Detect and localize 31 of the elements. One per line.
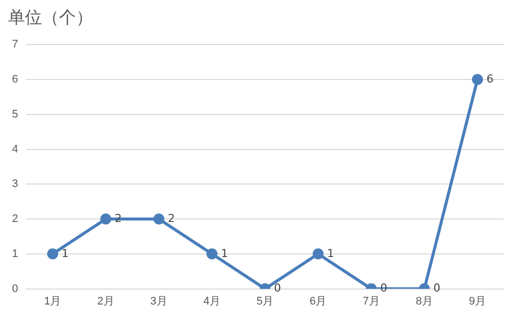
y-tick-label: 3 <box>12 178 18 190</box>
y-tick-label: 6 <box>12 74 18 86</box>
point <box>100 214 112 225</box>
point <box>312 248 324 260</box>
y-tick-label: 4 <box>12 143 18 156</box>
data-label: 1 <box>62 246 69 260</box>
y-tick-label: 7 <box>12 38 18 51</box>
x-tick-label: 4月 <box>203 295 221 308</box>
x-tick-label: 9月 <box>468 295 486 308</box>
data-label: 6 <box>486 72 494 86</box>
x-tick-label: 7月 <box>362 295 380 308</box>
x-tick-label: 8月 <box>416 295 433 308</box>
point <box>47 248 58 260</box>
point <box>206 248 218 260</box>
data-label: 1 <box>327 246 334 260</box>
x-tick-label: 6月 <box>310 295 327 308</box>
y-tick-label: 5 <box>12 108 18 120</box>
x-tick-label: 3月 <box>150 295 168 308</box>
point <box>472 74 483 85</box>
y-tick-label: 2 <box>12 213 18 226</box>
data-label: 0 <box>274 282 282 295</box>
chart-title: 单位（个） <box>8 7 93 29</box>
y-tick-label: 1 <box>12 248 18 260</box>
data-label: 2 <box>168 212 175 225</box>
y-tick-label: 0 <box>12 282 18 295</box>
x-tick-label: 5月 <box>256 295 274 308</box>
x-tick-label: 2月 <box>97 295 114 308</box>
point <box>153 214 164 225</box>
data-label: 1 <box>220 246 228 260</box>
x-tick-label: 1月 <box>44 295 62 308</box>
data-label: 0 <box>433 282 440 295</box>
